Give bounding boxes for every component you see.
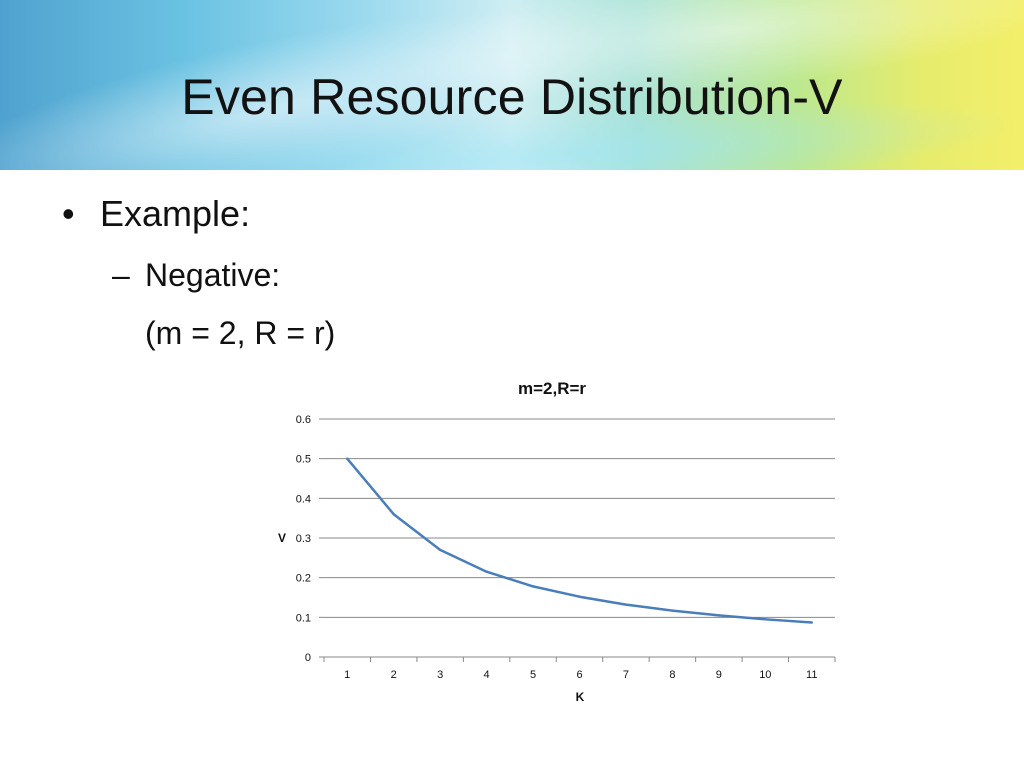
x-tick-label: 11 xyxy=(806,669,817,681)
parameters-text: (m = 2, R = r) xyxy=(145,315,336,351)
data-point xyxy=(485,570,488,573)
x-tick-label: 8 xyxy=(669,669,675,681)
y-axis-label: V xyxy=(278,531,286,545)
x-axis-label: K xyxy=(576,690,585,704)
data-point xyxy=(810,621,813,624)
data-point xyxy=(671,609,674,612)
slide-title: Even Resource Distribution-V xyxy=(181,69,843,125)
bullet-text: Example: xyxy=(100,193,251,234)
x-tick-label: 4 xyxy=(484,669,490,681)
data-point xyxy=(717,614,721,617)
x-axis-ticks: 1 2 3 4 5 6 7 8 9 10 11 xyxy=(323,657,836,681)
y-tick-label: 0 xyxy=(305,652,311,664)
line-chart: m=2,R=r 00.10.20.30.40.50.6 1 2 3 4 5 6 7 8 9 10 1… xyxy=(278,379,836,704)
sub-bullet-negative: – Negative: xyxy=(112,255,280,295)
sub-bullet-dash: – xyxy=(112,257,130,293)
y-tick-label: 0.4 xyxy=(296,493,311,505)
sub-bullet-text: Negative: xyxy=(145,257,281,293)
y-axis-ticks: 0 0.1 0.2 0.3 0.4 0.5 0.6 xyxy=(296,414,324,664)
y-tick-label: 0.3 xyxy=(296,533,311,545)
y-tick-label: 0.6 xyxy=(296,414,311,426)
y-tick-label: 0.5 xyxy=(296,454,311,466)
title-banner: Even Resource Distribution-V xyxy=(0,0,1024,170)
data-point xyxy=(764,618,767,621)
y-tick-label: 0.1 xyxy=(296,612,311,624)
data-point xyxy=(346,457,349,460)
x-tick-label: 6 xyxy=(576,669,582,681)
data-point xyxy=(624,603,628,606)
x-tick-label: 3 xyxy=(437,669,443,681)
x-tick-label: 10 xyxy=(759,669,771,681)
x-tick-label: 5 xyxy=(530,669,536,681)
bullet-dot: • xyxy=(62,193,75,234)
x-tick-label: 7 xyxy=(623,669,629,681)
series-layer xyxy=(346,457,813,624)
x-tick-label: 2 xyxy=(391,669,397,681)
data-point xyxy=(438,548,442,552)
x-tick-label: 9 xyxy=(716,669,722,681)
bullet-example: • Example: xyxy=(62,192,250,236)
data-point xyxy=(578,595,581,598)
chart-title: m=2,R=r xyxy=(518,379,586,398)
y-tick-label: 0.2 xyxy=(296,573,311,585)
series-line xyxy=(346,457,812,624)
data-point xyxy=(392,513,395,516)
x-tick-label: 1 xyxy=(344,669,350,681)
data-point xyxy=(531,585,535,588)
